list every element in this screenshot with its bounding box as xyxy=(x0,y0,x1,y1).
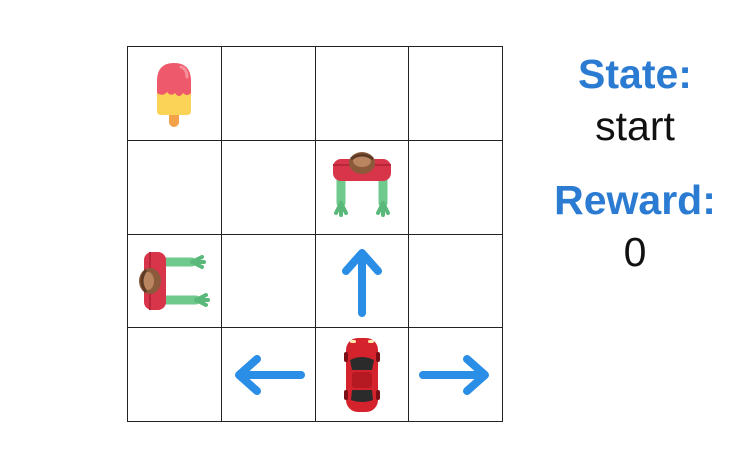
state-value: start xyxy=(595,103,675,149)
grid-cell-3-3 xyxy=(409,328,503,422)
arrow-up-icon xyxy=(341,248,382,317)
grid-cell-0-3 xyxy=(409,47,503,141)
grid-cell-1-1 xyxy=(221,140,316,235)
grid-cell-0-1 xyxy=(221,47,316,141)
zombie-down-icon xyxy=(332,152,391,218)
reward-label: Reward: xyxy=(554,177,716,223)
grid-cell-2-0 xyxy=(128,234,222,329)
grid-cell-2-2 xyxy=(315,234,410,329)
grid-cell-1-0 xyxy=(128,140,222,235)
grid-cell-1-3 xyxy=(409,140,503,235)
reward-value: 0 xyxy=(623,229,647,275)
grid-cell-0-0 xyxy=(128,47,222,141)
grid-cell-2-1 xyxy=(221,234,316,329)
grid-cell-3-1 xyxy=(221,328,316,422)
icecream-icon xyxy=(157,63,192,128)
status-panel: State: start Reward: 0 xyxy=(530,48,740,278)
state-label: State: xyxy=(578,51,692,97)
grid-cell-3-0 xyxy=(128,328,222,422)
grid-cell-2-3 xyxy=(409,234,503,329)
zombie-right-icon xyxy=(139,251,211,310)
arrow-left-icon xyxy=(235,354,306,395)
grid-cell-3-2 xyxy=(315,328,410,422)
car-icon xyxy=(343,337,380,412)
grid-cell-1-2 xyxy=(315,140,410,235)
grid-cell-0-2 xyxy=(315,47,410,141)
game-grid xyxy=(127,46,503,422)
arrow-right-icon xyxy=(418,354,489,395)
